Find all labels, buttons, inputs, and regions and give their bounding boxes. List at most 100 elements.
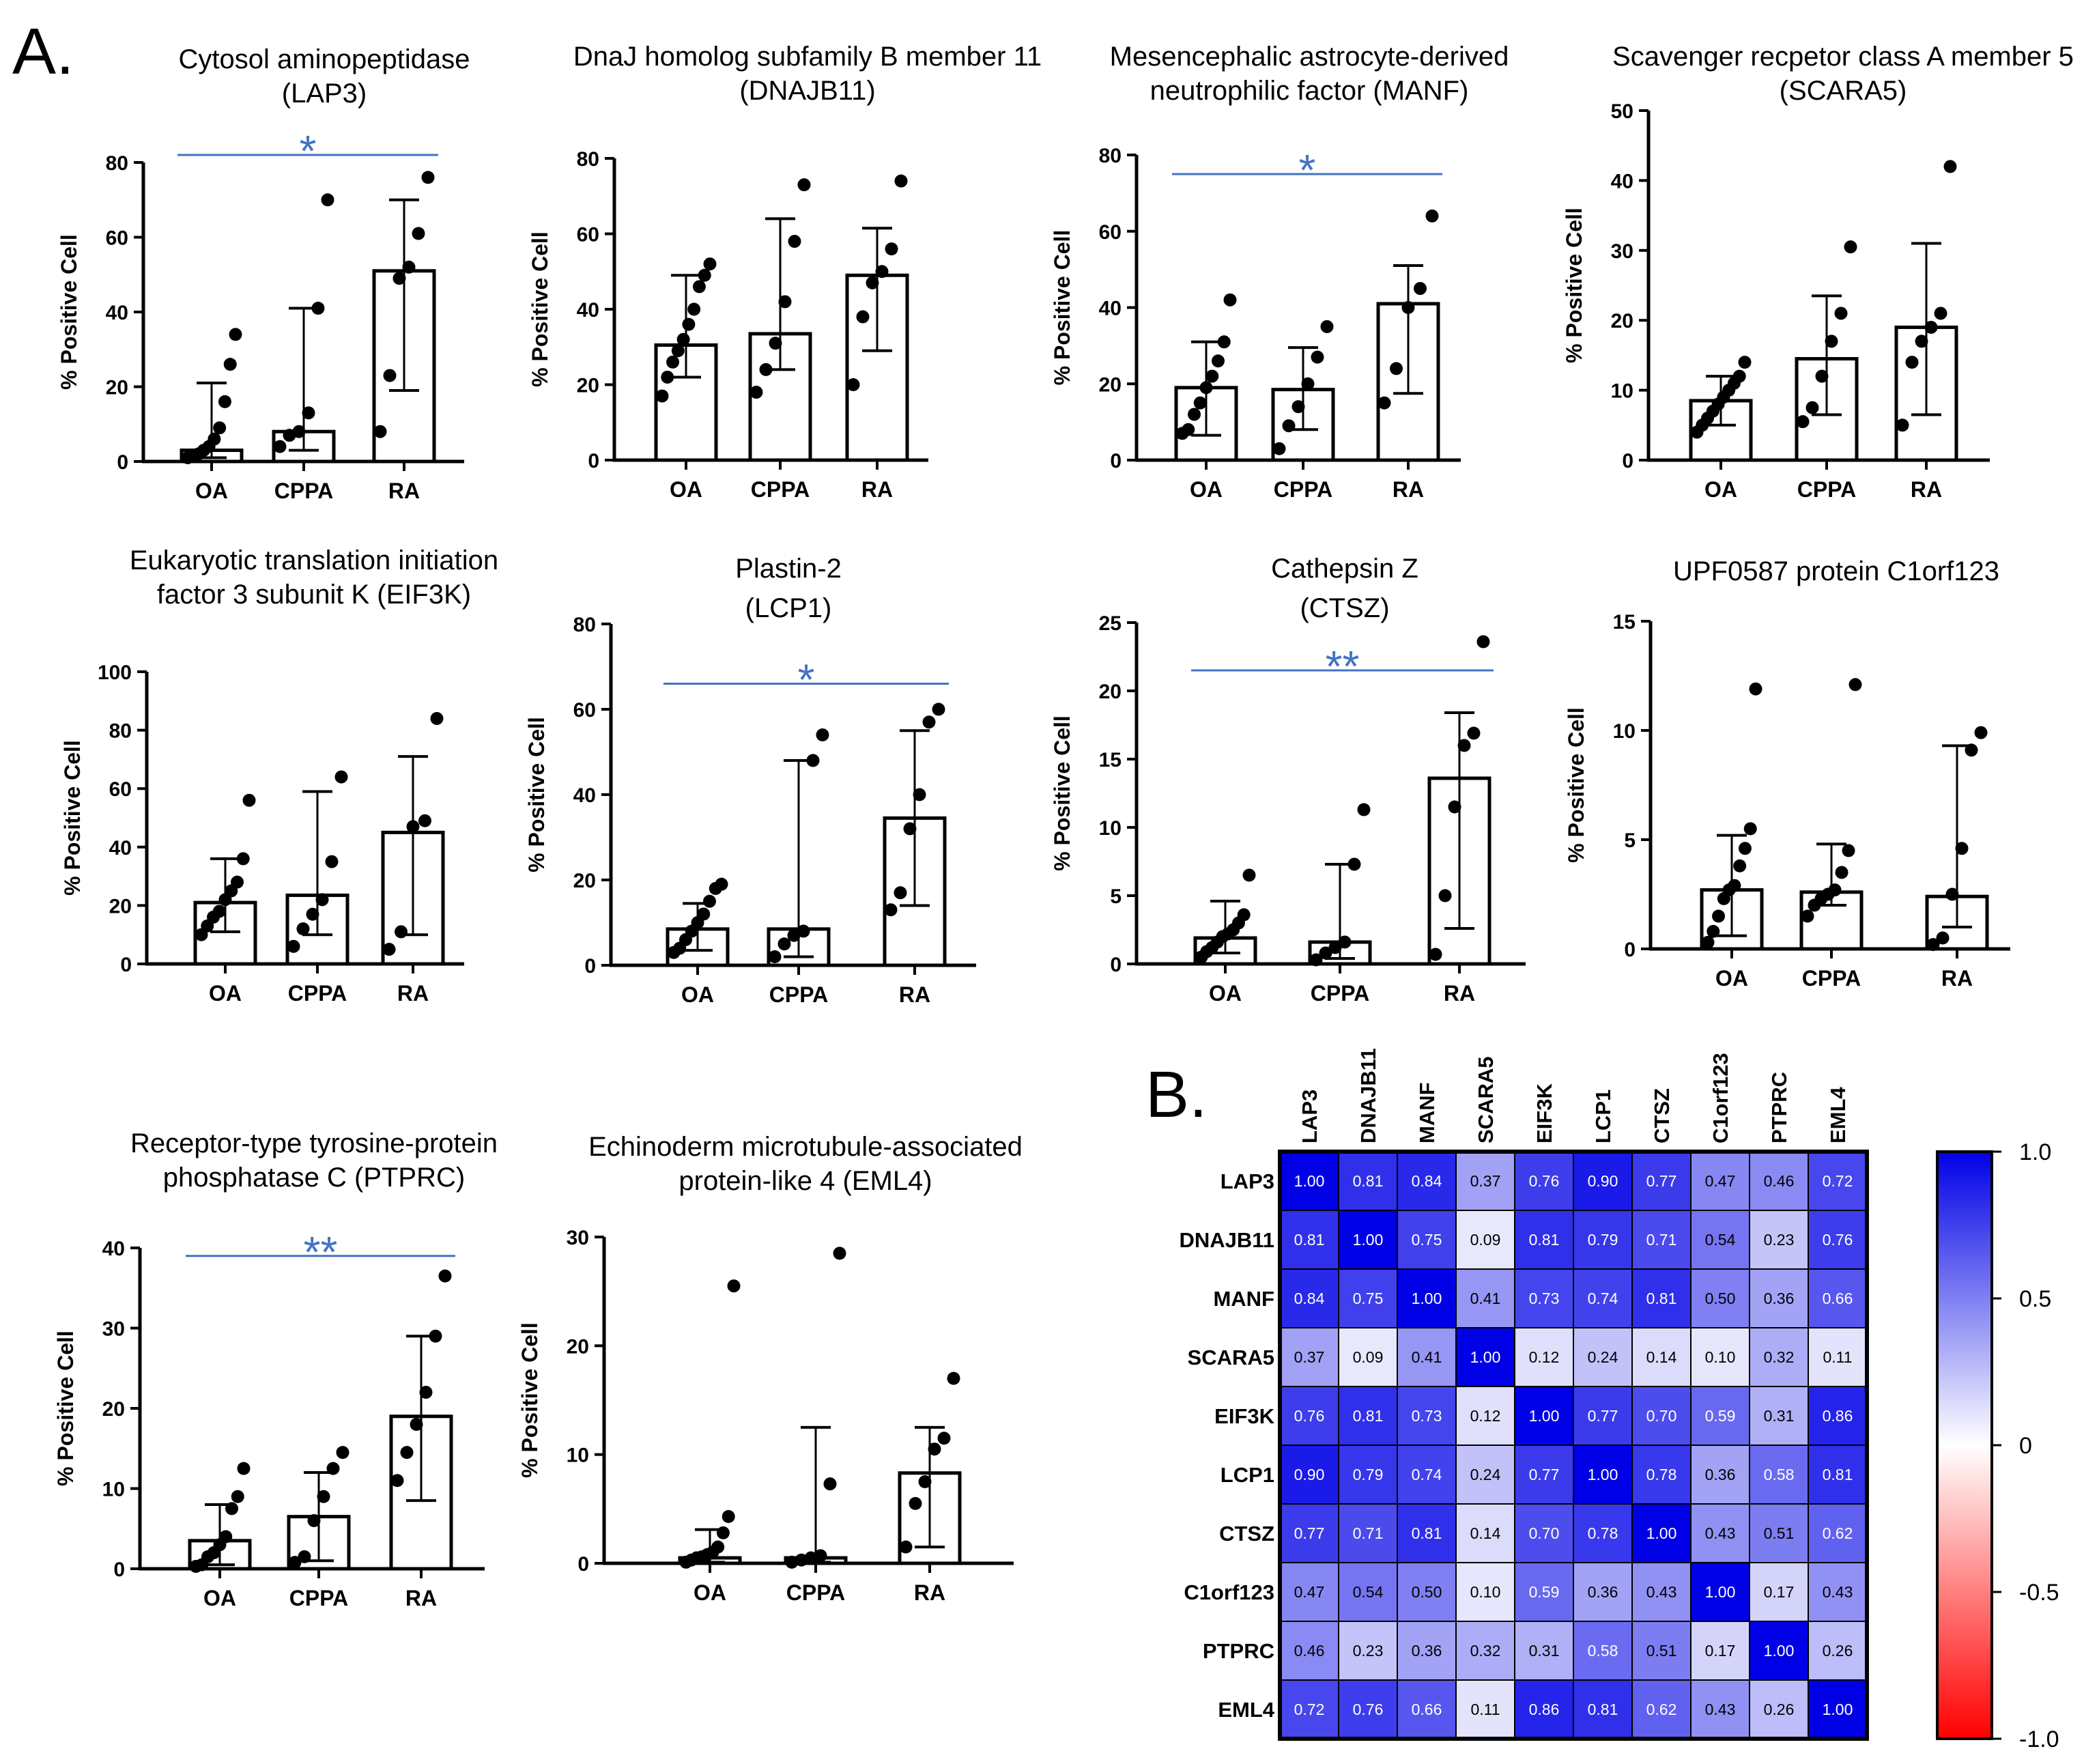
- data-point: [410, 1418, 423, 1431]
- data-point: [722, 1509, 735, 1523]
- heatmap-value: 0.43: [1705, 1524, 1736, 1542]
- colorbar-tick-label: -1.0: [2019, 1726, 2059, 1752]
- y-tick-label: 0: [577, 1553, 589, 1576]
- data-point: [703, 257, 717, 271]
- data-point: [768, 950, 782, 963]
- heatmap-cell: [1514, 1210, 1574, 1270]
- chart-title: Echinoderm microtubule-associated: [588, 1132, 1023, 1162]
- heatmap-cell: [1690, 1562, 1750, 1622]
- chart-title: Cathepsin Z: [1271, 554, 1418, 584]
- data-point: [225, 1502, 238, 1516]
- heatmap-row-label: C1orf123: [1184, 1580, 1274, 1604]
- data-point: [1955, 842, 1969, 855]
- data-point: [1815, 369, 1829, 383]
- x-tick-label: CPPA: [288, 981, 347, 1006]
- heatmap-cell: [1514, 1386, 1574, 1446]
- y-tick-label: 80: [577, 148, 599, 171]
- heatmap-value: 0.14: [1470, 1524, 1501, 1542]
- heatmap-value: 0.36: [1705, 1466, 1736, 1483]
- y-axis-label: % Positive Cell: [1050, 715, 1074, 871]
- heatmap-value: 0.50: [1705, 1290, 1736, 1307]
- heatmap-col-label: PTPRC: [1767, 1072, 1791, 1143]
- data-point: [317, 1490, 330, 1503]
- data-point: [1182, 423, 1195, 436]
- y-tick-label: 60: [1099, 221, 1122, 244]
- heatmap-cell: [1690, 1210, 1750, 1270]
- data-point: [1834, 307, 1848, 320]
- y-tick-label: 30: [1611, 240, 1633, 263]
- y-tick-label: 0: [584, 955, 596, 978]
- data-point: [823, 1477, 837, 1491]
- data-point: [937, 1432, 951, 1445]
- x-tick-label: RA: [405, 1586, 437, 1610]
- data-point: [715, 877, 728, 891]
- y-tick-label: 60: [573, 699, 596, 722]
- data-point: [390, 1474, 404, 1488]
- bar-chart-eml4: Echinoderm microtubule-associated protein…: [517, 1132, 1023, 1605]
- chart-title: protein-like 4 (EML4): [679, 1166, 932, 1196]
- data-point: [1926, 938, 1940, 952]
- heatmap-value: 0.47: [1294, 1583, 1325, 1601]
- data-point: [419, 1386, 433, 1399]
- heatmap-value: 0.59: [1529, 1583, 1560, 1601]
- heatmap-value: 0.36: [1412, 1642, 1442, 1660]
- y-tick-label: 20: [573, 870, 596, 892]
- data-point: [406, 820, 420, 834]
- heatmap-value: 0.81: [1588, 1701, 1618, 1718]
- heatmap-cell: [1631, 1445, 1692, 1505]
- heatmap-value: 0.76: [1823, 1231, 1853, 1249]
- x-tick-label: CPPA: [1274, 477, 1333, 502]
- heatmap-value: 0.11: [1470, 1701, 1500, 1718]
- data-point: [311, 302, 325, 315]
- heatmap-cell: [1514, 1268, 1574, 1328]
- x-tick-label: RA: [899, 982, 930, 1007]
- data-point: [806, 754, 820, 767]
- chart-title: (DNAJB11): [739, 76, 875, 106]
- data-point: [866, 276, 879, 289]
- data-point: [1732, 369, 1746, 383]
- data-point: [1828, 883, 1842, 897]
- data-point: [273, 440, 287, 453]
- chart-title: phosphatase C (PTPRC): [163, 1163, 465, 1193]
- heatmap-value: 0.66: [1412, 1701, 1442, 1718]
- heatmap-col-label: EIF3K: [1532, 1083, 1556, 1143]
- heatmap-value: 0.11: [1823, 1348, 1852, 1366]
- data-point: [1328, 941, 1342, 954]
- data-point: [932, 702, 945, 716]
- heatmap-cell: [1573, 1268, 1633, 1328]
- data-point: [1390, 362, 1403, 375]
- data-point: [1842, 844, 1855, 857]
- heatmap-cell: [1338, 1268, 1398, 1328]
- heatmap-cell: [1514, 1445, 1574, 1505]
- data-point: [1896, 418, 1909, 432]
- y-axis-label: % Positive Cell: [1564, 707, 1588, 863]
- data-point: [1357, 803, 1371, 816]
- heatmap-cell: [1455, 1562, 1515, 1622]
- heatmap-cell: [1338, 1327, 1398, 1387]
- data-point: [1448, 800, 1461, 814]
- heatmap-value: 1.00: [1588, 1466, 1618, 1483]
- bar-chart-scara5: Scavenger recpetor class A member 5 (SCAR…: [1562, 42, 2074, 502]
- heatmap-cell: [1690, 1445, 1750, 1505]
- heatmap-cell: [1455, 1445, 1515, 1505]
- chart-title: (CTSZ): [1300, 593, 1389, 623]
- bar-chart-dnajb11: DnaJ homolog subfamily B member 11 (DNAJB…: [528, 42, 1042, 502]
- heatmap-value: 0.81: [1353, 1407, 1384, 1425]
- data-point: [1835, 866, 1849, 879]
- colorbar: [1936, 1150, 1993, 1740]
- chart-title: (LCP1): [745, 593, 832, 623]
- data-point: [894, 174, 908, 188]
- colorbar-tick-label: 0.5: [2019, 1286, 2051, 1312]
- x-tick-label: RA: [388, 479, 420, 503]
- x-tick-label: CPPA: [786, 1580, 846, 1605]
- data-point: [1309, 953, 1323, 967]
- x-tick-label: OA: [694, 1580, 726, 1605]
- heatmap-value: 0.86: [1823, 1407, 1853, 1425]
- chart-title: Receptor-type tyrosine-protein: [130, 1128, 498, 1158]
- y-tick-label: 40: [573, 784, 596, 807]
- heatmap-value: 0.90: [1294, 1466, 1325, 1483]
- data-point: [1237, 908, 1251, 922]
- heatmap-value: 0.79: [1588, 1231, 1618, 1249]
- y-tick-label: 15: [1613, 611, 1636, 634]
- data-point: [928, 1442, 941, 1456]
